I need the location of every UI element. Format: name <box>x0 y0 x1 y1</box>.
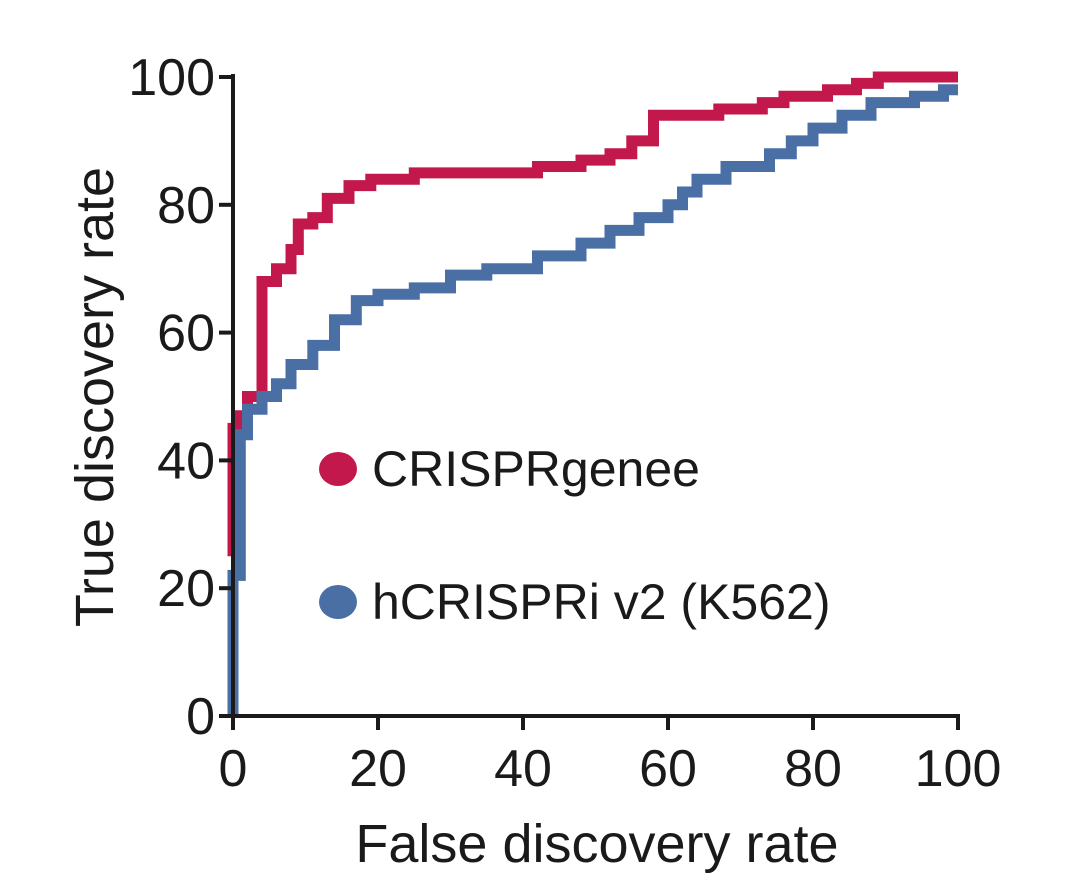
legend-marker-hcrispri-v2 <box>319 585 357 619</box>
legend-label-hcrispri-v2: hCRISPRi v2 (K562) <box>372 574 831 630</box>
y-tick-label: 40 <box>157 432 215 490</box>
legend-label-crisprgenee: CRISPRgenee <box>372 441 700 497</box>
series-line-0 <box>227 71 958 557</box>
x-tick-label: 40 <box>494 740 552 798</box>
y-tick-label: 0 <box>186 688 215 746</box>
legend-marker-crisprgenee <box>319 452 357 486</box>
legend: CRISPRgenee hCRISPRi v2 (K562) <box>319 441 831 630</box>
tick-marks-and-labels: 0 20 40 60 80 100 0 20 40 60 80 100 <box>128 49 1001 798</box>
axes <box>231 74 960 718</box>
y-tick-label: 60 <box>157 305 215 363</box>
y-tick-label: 80 <box>157 177 215 235</box>
x-tick-label: 0 <box>219 740 248 798</box>
x-tick-label: 100 <box>915 740 1002 798</box>
plot-area <box>227 71 958 716</box>
series-line-1 <box>227 84 958 716</box>
x-tick-label: 20 <box>349 740 407 798</box>
y-axis-title: True discovery rate <box>65 167 125 627</box>
y-tick-label: 20 <box>157 560 215 618</box>
x-tick-label: 80 <box>784 740 842 798</box>
x-tick-label: 60 <box>639 740 697 798</box>
x-axis-title: False discovery rate <box>355 814 838 874</box>
y-tick-label: 100 <box>128 49 215 107</box>
